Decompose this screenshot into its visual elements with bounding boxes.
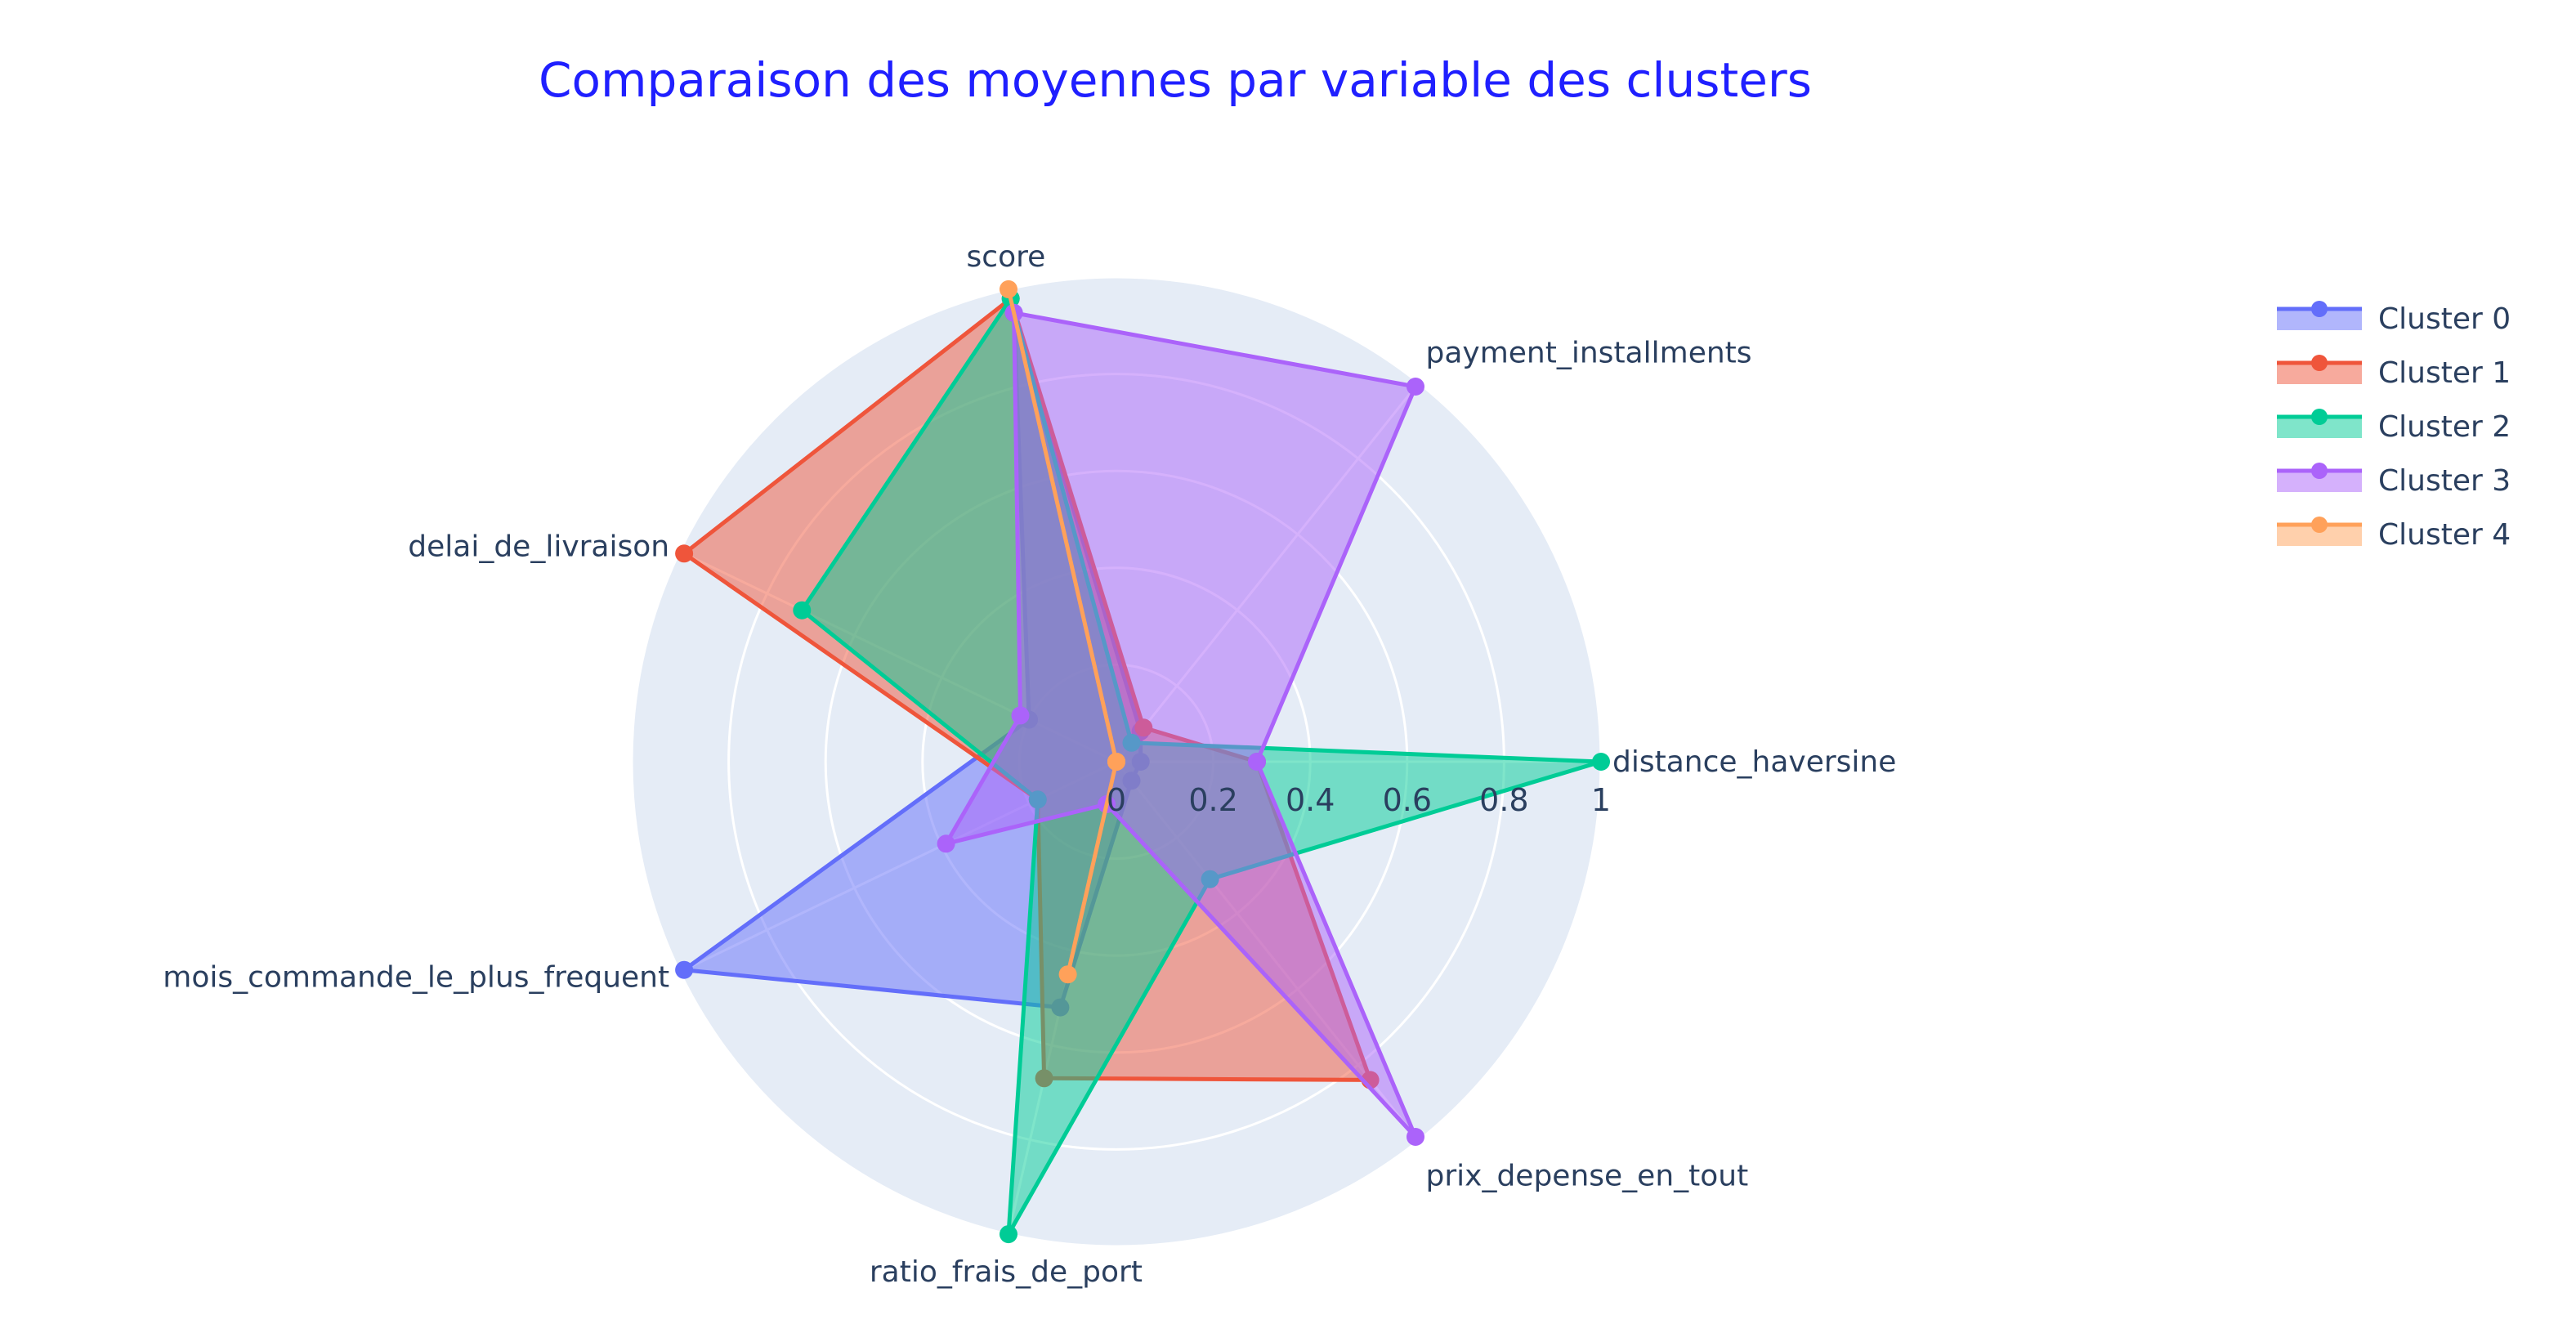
data-point-cluster-4-6 — [1107, 753, 1125, 771]
legend-marker-cluster-3 — [2311, 463, 2328, 479]
series-layer — [675, 280, 1610, 1244]
radial-tick-labels: 0 0.2 0.4 0.6 0.8 1 — [1107, 782, 1611, 818]
legend-marker-cluster-0 — [2311, 301, 2328, 317]
data-point-cluster-1-3 — [675, 544, 694, 563]
data-point-cluster-3-0 — [1248, 753, 1266, 771]
radial-tick-label: 0.4 — [1286, 782, 1335, 818]
axis-label-ratio-frais-de-port: ratio_frais_de_port — [870, 1255, 1143, 1289]
legend: Cluster 0 Cluster 1 Cluster 2 Cluster 3 Clus… — [2277, 301, 2511, 552]
data-point-cluster-0-4 — [675, 960, 694, 979]
legend-label-cluster-3: Cluster 3 — [2378, 464, 2511, 498]
radial-tick-label: 0.6 — [1383, 782, 1432, 818]
legend-label-cluster-2: Cluster 2 — [2378, 410, 2511, 444]
axis-label-prix-depense-en-tout: prix_depense_en_tout — [1426, 1160, 1749, 1193]
series-area-cluster-3 — [944, 311, 1418, 1139]
legend-marker-cluster-1 — [2311, 355, 2328, 371]
axis-label-payment-installments: payment_installments — [1426, 336, 1752, 369]
legend-marker-cluster-4 — [2311, 517, 2328, 533]
data-point-cluster-3-3 — [1011, 706, 1030, 725]
data-point-cluster-3-6 — [1407, 1128, 1424, 1146]
radial-tick-label: 1 — [1591, 782, 1611, 818]
axis-label-distance-haversine: distance_haversine — [1612, 745, 1896, 779]
chart-title: Comparaison des moyennes par variable de… — [539, 52, 1812, 108]
data-point-cluster-2-3 — [793, 601, 812, 620]
data-point-cluster-4-2 — [1000, 280, 1017, 298]
angular-axis-labels: distance_haversine payment_installments sc… — [163, 240, 1896, 1289]
data-point-cluster-3-1 — [1407, 378, 1424, 396]
data-point-cluster-2-0 — [1592, 753, 1610, 771]
legend-marker-cluster-2 — [2311, 409, 2328, 425]
radial-tick-label: 0 — [1107, 782, 1126, 818]
axis-label-delai-de-livraison: delai_de_livraison — [408, 530, 669, 564]
axis-label-mois-commande-le-plus-frequent: mois_commande_le_plus_frequent — [163, 960, 669, 994]
data-point-cluster-2-5 — [1000, 1225, 1017, 1244]
legend-label-cluster-0: Cluster 0 — [2378, 302, 2511, 336]
legend-label-cluster-1: Cluster 1 — [2378, 356, 2511, 390]
data-point-cluster-4-5 — [1058, 965, 1077, 984]
radial-tick-label: 0.8 — [1479, 782, 1528, 818]
legend-label-cluster-4: Cluster 4 — [2378, 518, 2511, 552]
radial-tick-label: 0.2 — [1188, 782, 1237, 818]
axis-label-score: score — [967, 240, 1046, 274]
data-point-cluster-3-4 — [937, 834, 955, 853]
